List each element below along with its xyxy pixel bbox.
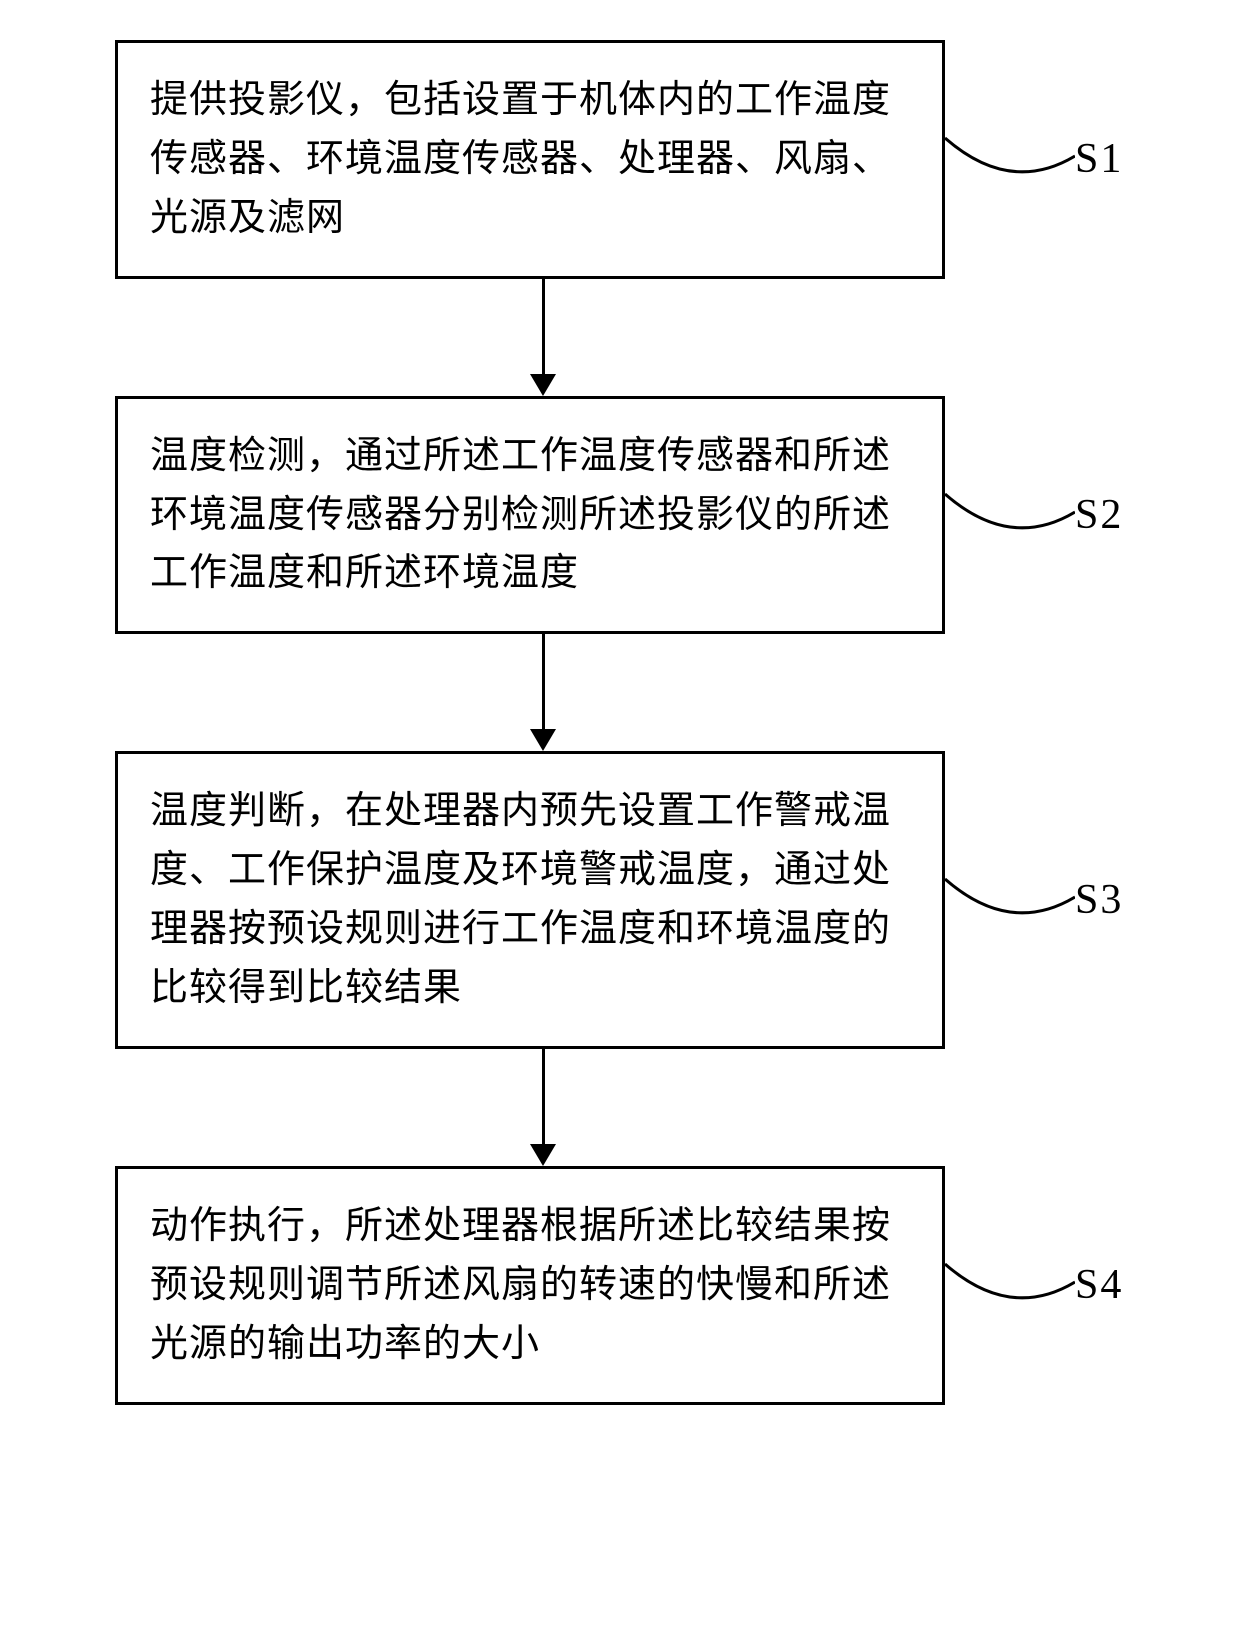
arrow-line [542,634,545,729]
step-box-s1: 提供投影仪，包括设置于机体内的工作温度传感器、环境温度传感器、处理器、风扇、光源… [115,40,945,279]
step-text-s4: 动作执行，所述处理器根据所述比较结果按预设规则调节所述风扇的转速的快慢和所述光源… [150,1205,891,1365]
step-label-s2: S2 [1075,491,1123,539]
arrow-head-icon [530,374,556,396]
step-box-s3: 温度判断，在处理器内预先设置工作警戒温度、工作保护温度及环境警戒温度，通过处理器… [115,751,945,1049]
step-box-s2: 温度检测，通过所述工作温度传感器和所述环境温度传感器分别检测所述投影仪的所述工作… [115,396,945,635]
connector-curve-s3 [945,870,1075,930]
step-text-s2: 温度检测，通过所述工作温度传感器和所述环境温度传感器分别检测所述投影仪的所述工作… [150,435,891,595]
flowchart-container: 提供投影仪，包括设置于机体内的工作温度传感器、环境温度传感器、处理器、风扇、光源… [60,40,1180,1405]
step-row-s3: 温度判断，在处理器内预先设置工作警戒温度、工作保护温度及环境警戒温度，通过处理器… [60,751,1180,1049]
label-connector-s4: S4 [945,1255,1180,1315]
label-connector-s2: S2 [945,485,1180,545]
step-text-s1: 提供投影仪，包括设置于机体内的工作温度传感器、环境温度传感器、处理器、风扇、光源… [150,79,891,239]
arrow-head-icon [530,729,556,751]
step-label-s4: S4 [1075,1261,1123,1309]
connector-curve-s1 [945,129,1075,189]
connector-curve-s2 [945,485,1075,545]
connector-curve-s4 [945,1255,1075,1315]
step-label-s1: S1 [1075,135,1123,183]
arrow-line [542,1049,545,1144]
step-row-s2: 温度检测，通过所述工作温度传感器和所述环境温度传感器分别检测所述投影仪的所述工作… [60,396,1180,635]
step-text-s3: 温度判断，在处理器内预先设置工作警戒温度、工作保护温度及环境警戒温度，通过处理器… [150,790,891,1009]
label-connector-s1: S1 [945,129,1180,189]
arrow-line [542,279,545,374]
arrow-s3-s4 [530,1049,556,1166]
step-box-s4: 动作执行，所述处理器根据所述比较结果按预设规则调节所述风扇的转速的快慢和所述光源… [115,1166,945,1405]
step-label-s3: S3 [1075,876,1123,924]
step-row-s4: 动作执行，所述处理器根据所述比较结果按预设规则调节所述风扇的转速的快慢和所述光源… [60,1166,1180,1405]
step-row-s1: 提供投影仪，包括设置于机体内的工作温度传感器、环境温度传感器、处理器、风扇、光源… [60,40,1180,279]
arrow-s2-s3 [530,634,556,751]
arrow-s1-s2 [530,279,556,396]
arrow-head-icon [530,1144,556,1166]
label-connector-s3: S3 [945,870,1180,930]
